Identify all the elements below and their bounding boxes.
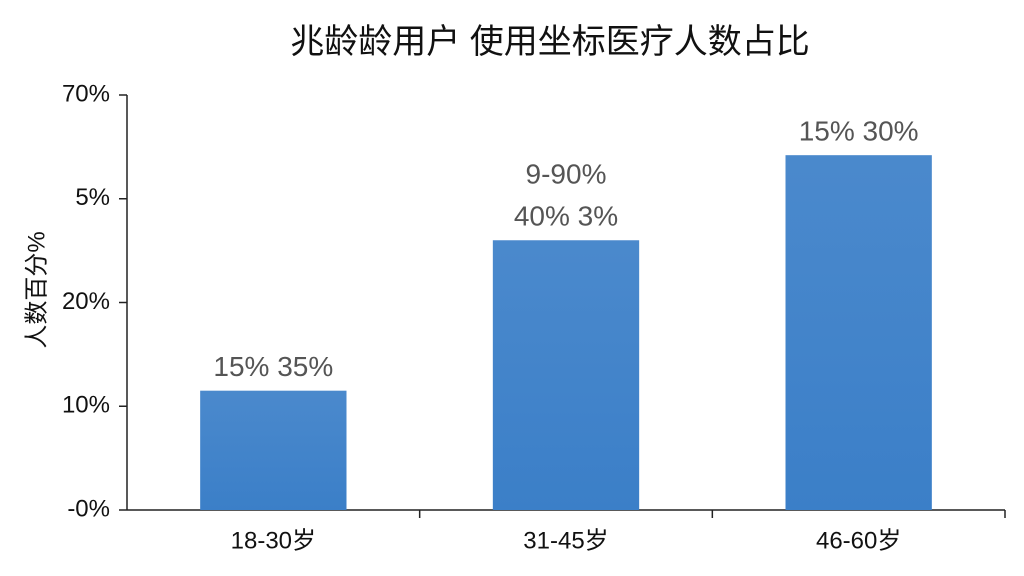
bar xyxy=(785,155,932,511)
annotation: 15% 35% xyxy=(213,351,333,382)
x-tick-label: 18-30岁 xyxy=(231,527,316,554)
y-tick-label: 20% xyxy=(62,288,110,315)
bar xyxy=(200,390,347,510)
x-tick-label: 31-45岁 xyxy=(523,527,608,554)
y-tick-label: -0% xyxy=(67,495,110,522)
chart-title: 兆龄龄用户 使用坐标医疗人数占比 xyxy=(290,23,809,61)
y-tick-label: 5% xyxy=(75,184,110,211)
annotation: 15% 30% xyxy=(799,116,919,147)
y-tick-label: 10% xyxy=(62,392,110,419)
annotation: 40% 3% xyxy=(514,201,618,232)
y-axis-label: 人数百分% xyxy=(23,231,50,348)
x-tick-label: 46-60岁 xyxy=(816,527,901,554)
bar xyxy=(492,240,640,510)
y-tick-label: 70% xyxy=(62,80,110,107)
annotation: 9-90% xyxy=(526,159,607,190)
